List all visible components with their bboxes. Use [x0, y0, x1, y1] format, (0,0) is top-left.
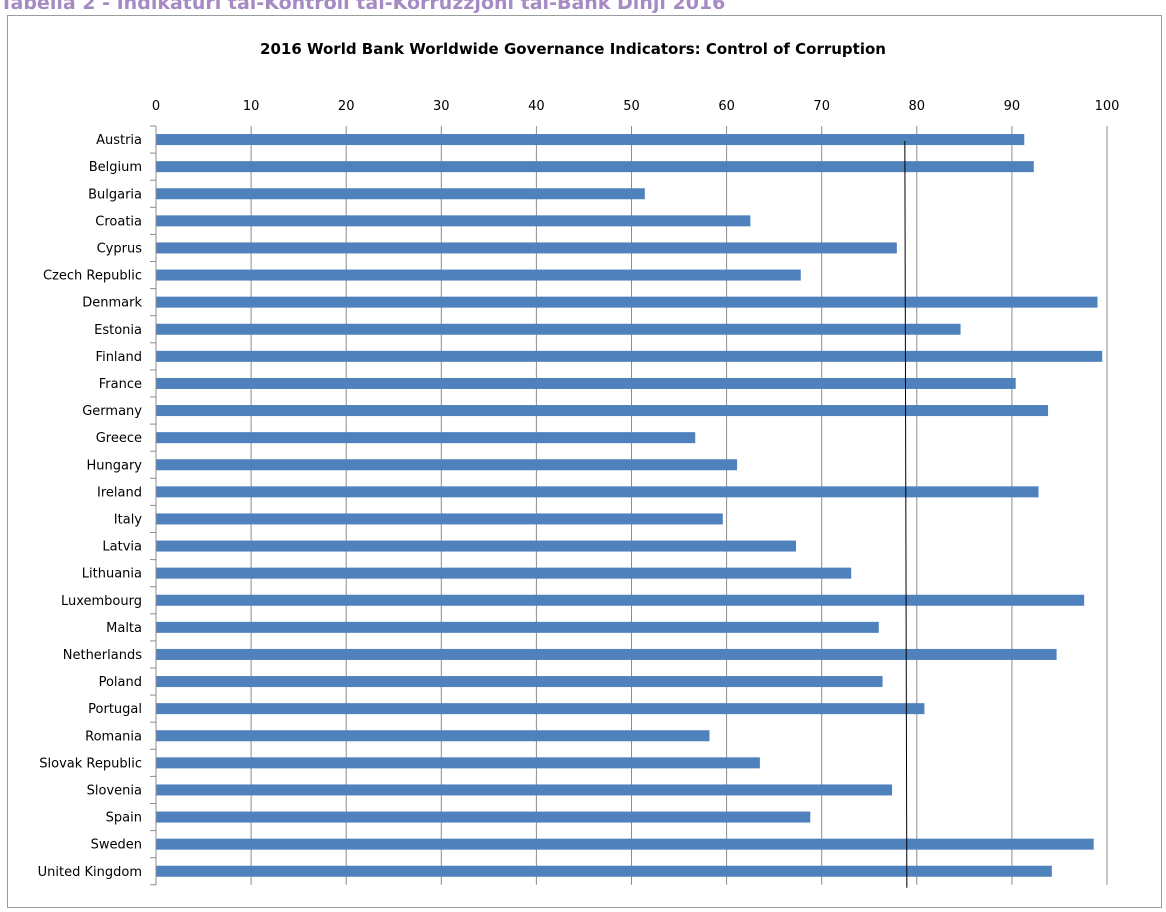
category-label-malta: Malta	[106, 621, 142, 636]
category-label-slovenia: Slovenia	[87, 783, 142, 798]
bar-lithuania	[156, 567, 852, 579]
bar-united-kingdom	[156, 865, 1052, 877]
bar-netherlands	[156, 648, 1057, 660]
x-tick-label-50: 50	[623, 99, 640, 114]
bar-luxembourg	[156, 594, 1085, 606]
bar-denmark	[156, 296, 1098, 308]
category-label-romania: Romania	[85, 729, 142, 744]
grid-lines	[155, 126, 1108, 885]
category-label-netherlands: Netherlands	[63, 648, 142, 663]
category-label-greece: Greece	[96, 431, 142, 446]
category-label-latvia: Latvia	[102, 540, 142, 555]
category-label-luxembourg: Luxembourg	[61, 594, 142, 609]
category-label-czech-republic: Czech Republic	[43, 269, 142, 284]
x-tick-label-30: 30	[433, 99, 450, 114]
bar-poland	[156, 676, 883, 688]
category-label-denmark: Denmark	[82, 296, 142, 311]
reference-line	[904, 140, 908, 888]
category-label-slovak-republic: Slovak Republic	[39, 756, 142, 771]
reference-line-group	[904, 140, 908, 888]
bar-ireland	[156, 486, 1039, 498]
x-tick-label-70: 70	[813, 99, 830, 114]
category-label-ireland: Ireland	[97, 485, 142, 500]
category-label-poland: Poland	[99, 675, 142, 690]
axes	[150, 125, 157, 886]
bar-cyprus	[156, 242, 897, 254]
category-label-cyprus: Cyprus	[97, 241, 143, 256]
category-label-estonia: Estonia	[94, 323, 142, 338]
bar-czech-republic	[156, 269, 801, 281]
category-label-italy: Italy	[114, 512, 143, 527]
category-label-austria: Austria	[96, 133, 142, 148]
bar-france	[156, 377, 1016, 389]
category-label-united-kingdom: United Kingdom	[38, 865, 142, 880]
bar-spain	[156, 811, 811, 823]
labels: 0 10 20 30 40 50 60 70 80 90 100 Austria Belgium Bulg…	[38, 99, 1120, 880]
bar-malta	[156, 621, 879, 633]
category-label-lithuania: Lithuania	[82, 567, 142, 582]
bar-italy	[156, 513, 723, 525]
category-label-croatia: Croatia	[95, 214, 142, 229]
x-tick-label-20: 20	[338, 99, 355, 114]
bar-hungary	[156, 459, 738, 471]
category-label-germany: Germany	[82, 404, 142, 419]
category-label-france: France	[99, 377, 142, 392]
bar-germany	[156, 405, 1049, 417]
x-tick-label-90: 90	[1004, 99, 1021, 114]
x-tick-label-40: 40	[528, 99, 545, 114]
document-heading: Tabella 2 - Indikaturi tal-Kontroll tal-…	[0, 0, 726, 14]
chart-frame: 2016 World Bank Worldwide Governance Ind…	[7, 15, 1162, 908]
category-label-hungary: Hungary	[86, 458, 142, 473]
x-tick-label-60: 60	[718, 99, 735, 114]
x-tick-label-0: 0	[152, 99, 160, 114]
bar-chart: 2016 World Bank Worldwide Governance Ind…	[38, 40, 1120, 888]
bar-latvia	[156, 540, 797, 552]
bar-austria	[156, 134, 1025, 146]
category-label-spain: Spain	[106, 811, 142, 826]
bar-sweden	[156, 838, 1094, 850]
bar-romania	[156, 730, 710, 742]
x-tick-label-80: 80	[909, 99, 926, 114]
bar-slovenia	[156, 784, 893, 796]
category-label-portugal: Portugal	[88, 702, 142, 717]
bar-slovak-republic	[156, 757, 760, 769]
bars	[156, 134, 1103, 877]
bar-portugal	[156, 703, 925, 715]
category-label-finland: Finland	[96, 350, 142, 365]
bar-finland	[156, 350, 1103, 362]
bar-belgium	[156, 161, 1034, 173]
bar-bulgaria	[156, 188, 645, 200]
category-label-sweden: Sweden	[91, 838, 142, 853]
category-label-bulgaria: Bulgaria	[88, 187, 142, 202]
x-tick-label-10: 10	[243, 99, 260, 114]
bar-estonia	[156, 323, 961, 335]
category-label-belgium: Belgium	[89, 160, 142, 175]
bar-croatia	[156, 215, 751, 227]
x-tick-label-100: 100	[1095, 99, 1120, 114]
bar-greece	[156, 432, 696, 444]
chart-title: 2016 World Bank Worldwide Governance Ind…	[260, 40, 886, 58]
